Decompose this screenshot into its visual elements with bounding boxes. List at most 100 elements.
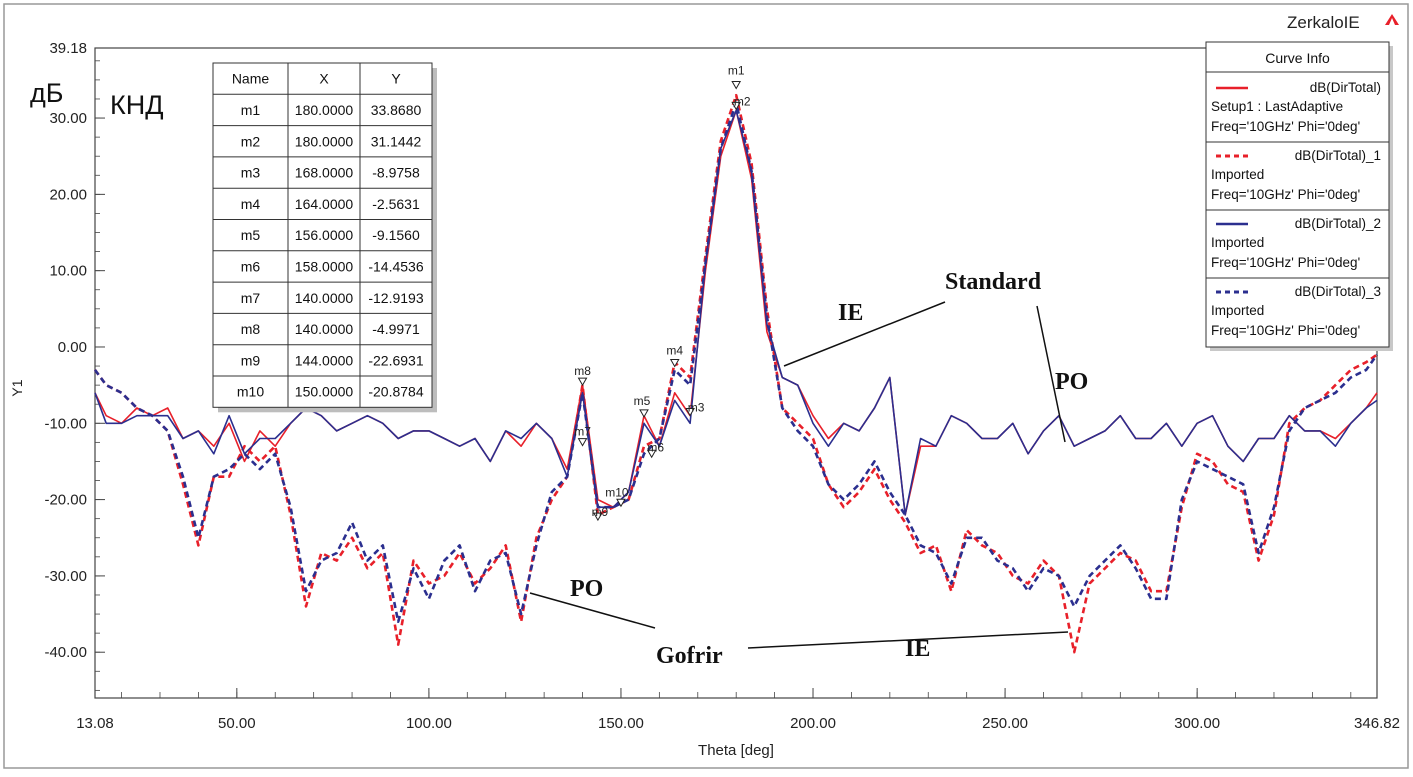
marker-table-cell: m1 xyxy=(241,102,261,118)
legend-series-params: Freq='10GHz' Phi='0deg' xyxy=(1211,119,1360,134)
marker-m4[interactable] xyxy=(669,359,680,368)
marker-table-header: X xyxy=(319,71,329,87)
marker-table-cell: 164.0000 xyxy=(295,196,354,212)
marker-label: m1 xyxy=(728,64,745,78)
legend-title: Curve Info xyxy=(1265,50,1330,66)
y-axis: 39.18 30.00 20.00 10.00 0.00 -10.00 -20.00 -30.… xyxy=(44,40,105,691)
marker-table-cell: 180.0000 xyxy=(295,133,354,149)
marker-label: m7 xyxy=(574,425,591,439)
callout-standard-ie xyxy=(783,301,946,367)
marker-table-cell: -8.9758 xyxy=(372,165,420,181)
x-tick-label: 300.00 xyxy=(1174,715,1220,732)
marker-label: m5 xyxy=(634,394,651,408)
marker-m2[interactable] xyxy=(731,101,742,111)
legend-series-name: dB(DirTotal)_1 xyxy=(1295,148,1381,163)
label-standard: Standard xyxy=(945,269,1042,295)
marker-table-cell: m2 xyxy=(241,133,261,149)
marker-label: m10 xyxy=(605,485,629,499)
legend-series-source: Imported xyxy=(1211,167,1264,182)
marker-label: m6 xyxy=(647,440,664,454)
marker-m5[interactable] xyxy=(639,409,649,418)
y-tick-label: -40.00 xyxy=(44,644,87,661)
label-po-lower: PO xyxy=(570,576,603,602)
callout-lines xyxy=(529,301,1069,649)
marker-table-cell: 144.0000 xyxy=(295,352,354,368)
marker-table-header: Name xyxy=(232,71,270,87)
x-tick-label: 150.00 xyxy=(598,715,644,732)
y-tick-label: 0.00 xyxy=(58,339,87,356)
marker-table-cell: 158.0000 xyxy=(295,258,354,274)
marker-table-cell: -12.9193 xyxy=(368,290,423,306)
marker-table-cell: m6 xyxy=(241,258,261,274)
marker-table-cell: -22.6931 xyxy=(368,352,423,368)
ansoft-logo-icon[interactable] xyxy=(1385,14,1399,25)
x-tick-label: 346.82 xyxy=(1354,715,1400,732)
marker-table-cell: m7 xyxy=(241,290,261,306)
marker-table-cell: -14.4536 xyxy=(368,258,423,274)
y-tick-label: 39.18 xyxy=(49,40,87,57)
marker-table-cell: -2.5631 xyxy=(372,196,420,212)
series-line-1 xyxy=(93,93,1378,654)
marker-table-cell: 33.8680 xyxy=(371,102,422,118)
marker-label: m9 xyxy=(592,505,609,519)
marker-table-cell: -9.1560 xyxy=(372,227,420,243)
marker-table-cell: m9 xyxy=(241,352,261,368)
quantity-label: КНД xyxy=(110,90,164,120)
label-gofrir: Gofrir xyxy=(656,643,723,669)
legend-series-source: Imported xyxy=(1211,303,1264,318)
marker-table-cell: -4.9971 xyxy=(372,321,420,337)
legend-series-name: dB(DirTotal)_3 xyxy=(1295,284,1381,299)
marker-table-cell: m4 xyxy=(241,196,261,212)
marker-m9[interactable] xyxy=(593,512,603,522)
callout-gofrir-ie xyxy=(747,631,1069,649)
marker-table[interactable]: Name X Ym1 180.0000 33.8680 m2 180.0000 31.1442… xyxy=(212,62,437,413)
x-tick-label: 250.00 xyxy=(982,715,1028,732)
legend-series-source: Imported xyxy=(1211,235,1264,250)
y-axis-label: Y1 xyxy=(9,379,25,396)
x-tick-label: 100.00 xyxy=(406,715,452,732)
marker-m1[interactable] xyxy=(731,81,742,90)
marker-table-cell: 150.0000 xyxy=(295,384,354,400)
marker-m7[interactable] xyxy=(577,438,588,447)
legend-series-name: dB(DirTotal)_2 xyxy=(1295,216,1381,231)
marker-m10[interactable] xyxy=(616,498,626,508)
y-tick-label: -10.00 xyxy=(44,415,87,432)
x-axis: 13.08 50.00 100.00 150.00 200.00 250.00 300.00… xyxy=(76,688,1400,732)
marker-table-cell: m5 xyxy=(241,227,261,243)
marker-table-cell: 168.0000 xyxy=(295,165,354,181)
legend-series-params: Freq='10GHz' Phi='0deg' xyxy=(1211,187,1360,202)
x-tick-label: 13.08 xyxy=(76,715,114,732)
window-title: ZerkaloIE xyxy=(1287,13,1360,32)
x-tick-label: 50.00 xyxy=(218,715,256,732)
label-ie-upper: IE xyxy=(838,300,863,326)
marker-table-frame xyxy=(212,62,433,408)
marker-m3[interactable] xyxy=(685,407,695,417)
marker-label: m8 xyxy=(574,364,591,378)
marker-m8[interactable] xyxy=(577,377,588,387)
y-tick-label: -20.00 xyxy=(44,492,87,509)
legend-series-name: dB(DirTotal) xyxy=(1310,80,1381,95)
marker-m6[interactable] xyxy=(646,449,657,459)
marker-table-cell: m8 xyxy=(241,321,261,337)
legend-series-source: Setup1 : LastAdaptive xyxy=(1211,99,1343,114)
marker-table-cell: 31.1442 xyxy=(371,133,422,149)
y-tick-label: 30.00 xyxy=(49,110,87,127)
curve-info-legend[interactable]: Curve Info dB(DirTotal) Setup1 : LastAdapt… xyxy=(1205,41,1393,351)
marker-table-cell: m3 xyxy=(241,165,261,181)
marker-table-cell: m10 xyxy=(237,384,264,400)
marker-label: m4 xyxy=(666,344,683,358)
marker-table-cell: 140.0000 xyxy=(295,321,354,337)
callout-standard-po xyxy=(1036,305,1066,443)
marker-table-header: Y xyxy=(391,71,401,87)
legend-frame xyxy=(1205,41,1390,348)
y-tick-label: 10.00 xyxy=(49,263,87,280)
x-tick-label: 200.00 xyxy=(790,715,836,732)
marker-table-cell: -20.8784 xyxy=(368,384,423,400)
marker-table-cell: 180.0000 xyxy=(295,102,354,118)
marker-label: m3 xyxy=(688,400,705,414)
window-border xyxy=(3,3,1409,769)
y-tick-label: -30.00 xyxy=(44,568,87,585)
legend-series-params: Freq='10GHz' Phi='0deg' xyxy=(1211,323,1360,338)
